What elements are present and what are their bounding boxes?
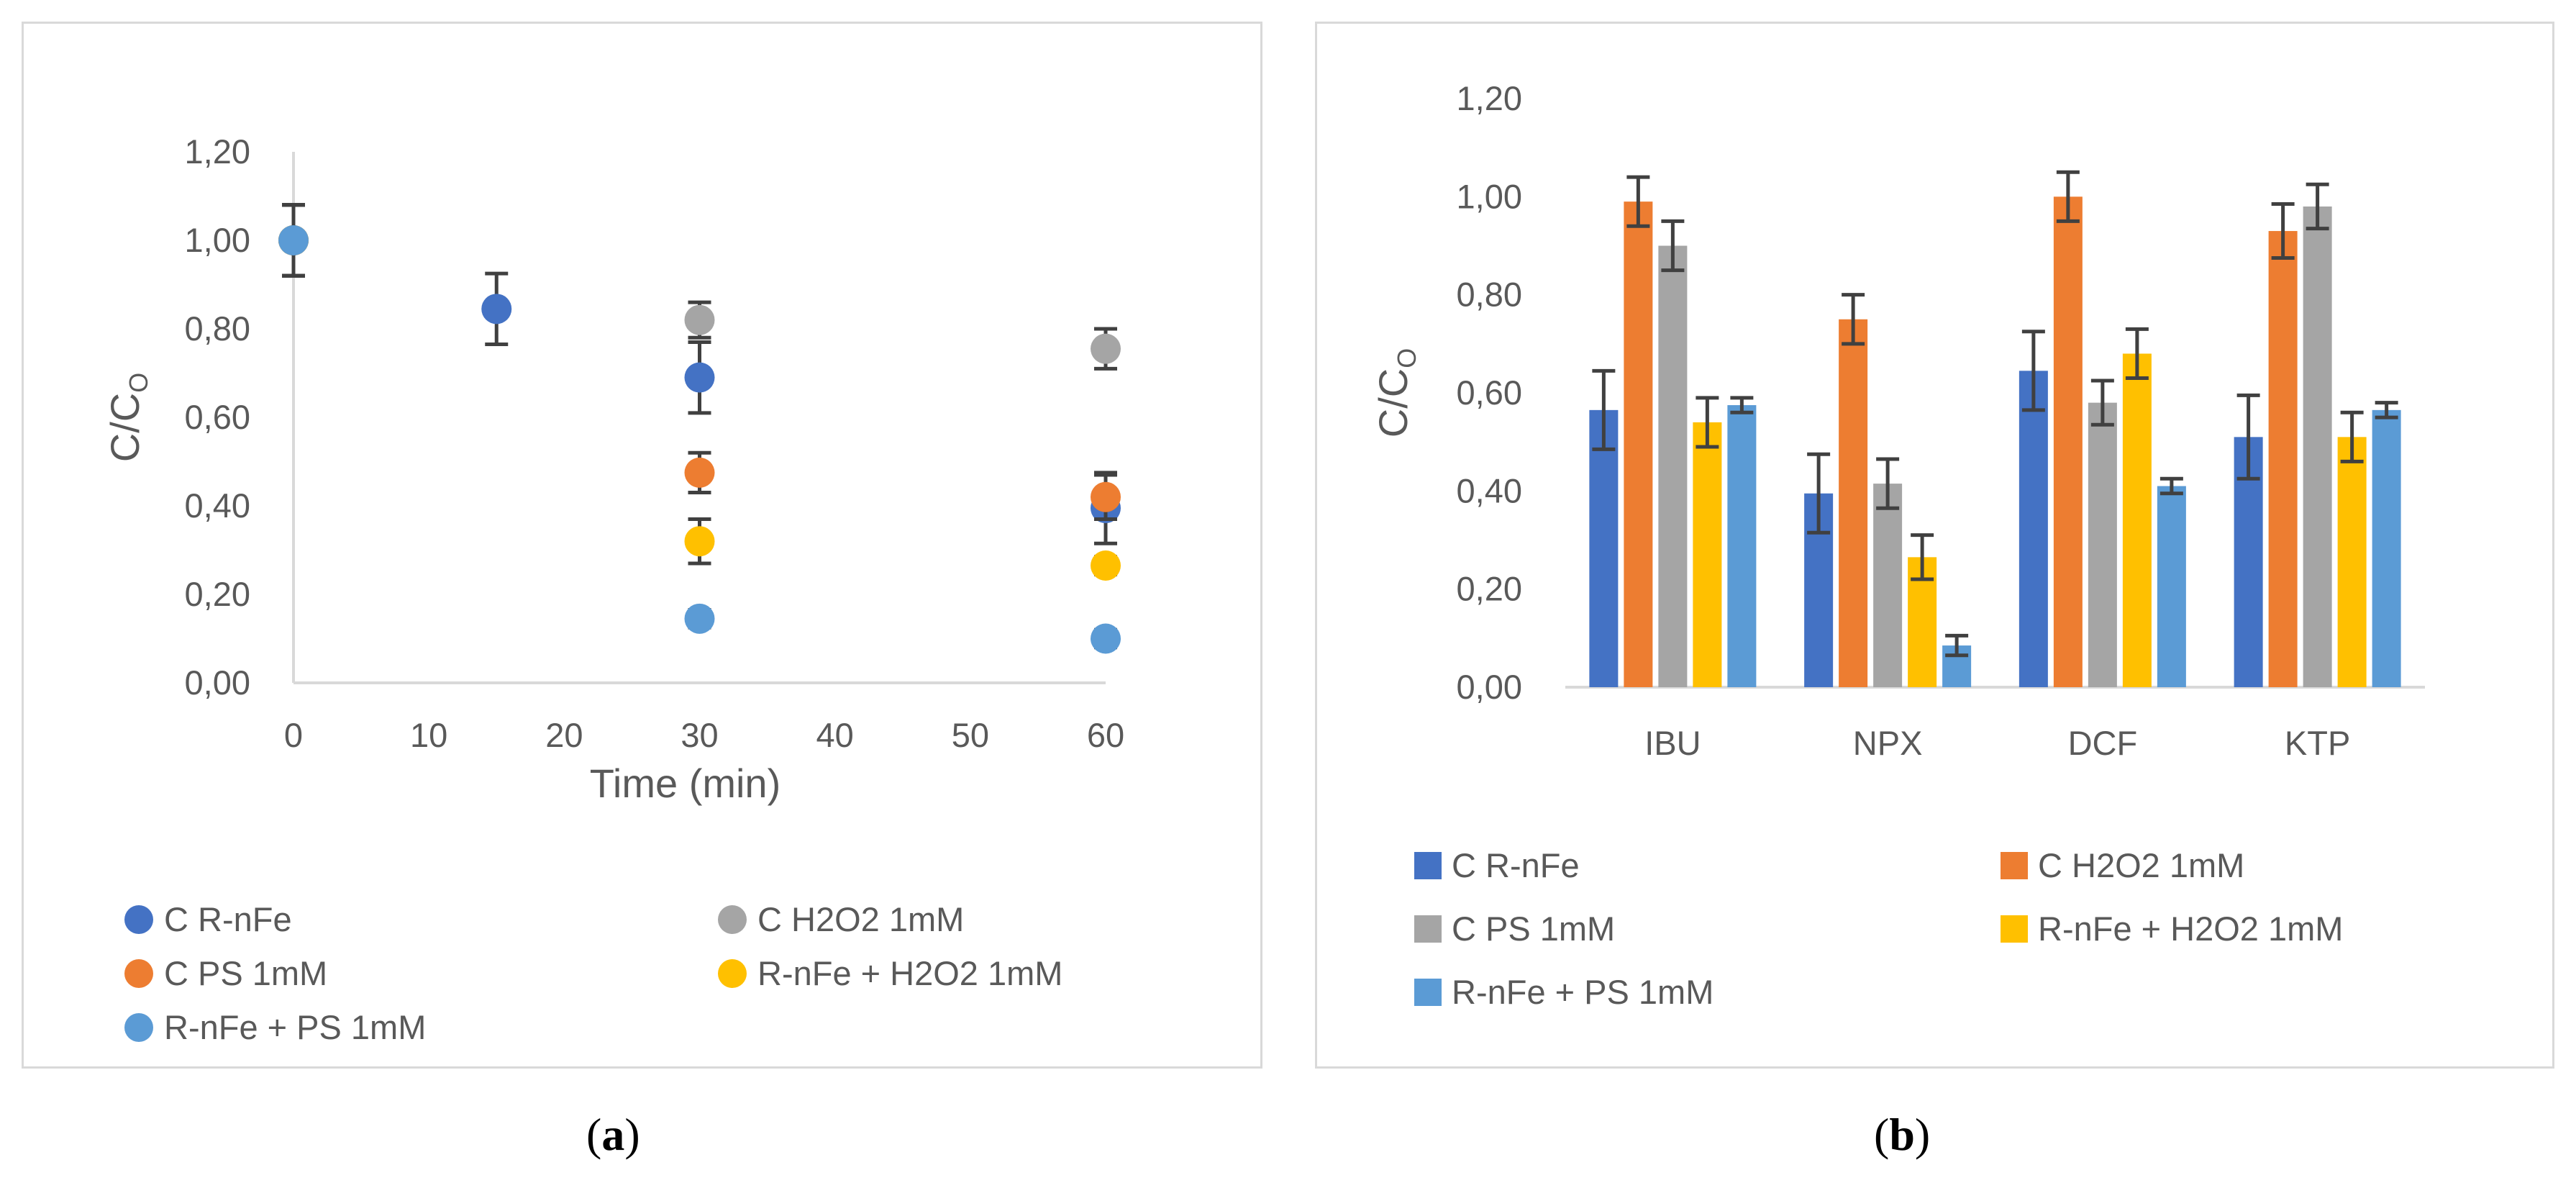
legend-label-r-nfe-ps-1mm: R-nFe + PS 1mM (1452, 973, 1713, 1011)
y-tick-label: 1,20 (1457, 79, 1522, 117)
category-label-dcf: DCF (2068, 724, 2138, 762)
bar-ibu-r-nfe-h2o2-1mm (1693, 422, 1722, 687)
data-point-c-ps-1mm (1091, 481, 1121, 512)
caption-a-close: ) (624, 1109, 640, 1160)
legend-marker-r-nfe-h2o2-1mm (718, 959, 747, 988)
panel-a-frame: 0,00 0,20 0,40 0,60 0,80 1,00 1,20 0 10 20 30 40 50 6… (22, 22, 1262, 1069)
y-tick-label: 0,20 (1457, 570, 1522, 608)
legend-label-r-nfe-h2o2-1mm: R-nFe + H2O2 1mM (2038, 910, 2343, 948)
category-label-ibu: IBU (1644, 724, 1701, 762)
y-tick-label: 0,80 (1457, 276, 1522, 314)
data-point-c-ps-1mm (684, 457, 715, 488)
y-tick-label: 1,20 (185, 132, 250, 171)
bar-ktp-r-nfe-ps-1mm (2372, 409, 2401, 687)
bar-ibu-c-h2o2-1mm (1624, 201, 1653, 687)
data-point-c-r-nfe (684, 362, 715, 393)
category-label-ktp: KTP (2285, 724, 2350, 762)
bar-dcf-c-r-nfe (2019, 371, 2048, 687)
data-point-c-r-nfe (481, 294, 512, 325)
data-point-c-h2o2-1mm (1091, 333, 1121, 364)
bar-dcf-r-nfe-h2o2-1mm (2122, 353, 2152, 687)
y-tick-label: 0,40 (185, 486, 250, 525)
x-axis-title: Time (min) (590, 761, 780, 806)
bar-ktp-c-h2o2-1mm (2268, 231, 2298, 687)
data-point-c-h2o2-1mm (684, 304, 715, 335)
legend-marker-c-ps-1mm (1414, 915, 1442, 943)
data-point-r-nfe-ps-1mm (684, 603, 715, 634)
legend-marker-c-ps-1mm (124, 959, 153, 988)
x-tick-label: 30 (681, 716, 718, 754)
bar-ibu-c-r-nfe (1589, 409, 1619, 687)
bar-ktp-c-ps-1mm (2303, 206, 2332, 687)
legend-label-c-ps-1mm: C PS 1mM (164, 954, 327, 992)
x-tick-label: 50 (952, 716, 989, 754)
legend-label-c-r-nfe: C R-nFe (1452, 846, 1580, 884)
data-point-r-nfe-h2o2-1mm (684, 526, 715, 557)
category-label-npx: NPX (1853, 724, 1923, 762)
legend-marker-c-r-nfe (124, 905, 153, 934)
x-tick-label: 20 (545, 716, 583, 754)
scatter-chart: 0,00 0,20 0,40 0,60 0,80 1,00 1,20 0 10 20 30 40 50 6… (102, 132, 1124, 1046)
legend-marker-c-h2o2-1mm (2001, 852, 2028, 879)
legend-label-c-h2o2-1mm: C H2O2 1mM (2038, 846, 2244, 884)
y-axis-title-a: C/CO (102, 373, 153, 462)
caption-a: (a) (586, 1108, 640, 1161)
x-tick-label: 40 (816, 716, 854, 754)
legend-label-r-nfe-h2o2-1mm: R-nFe + H2O2 1mM (757, 954, 1062, 992)
data-point-r-nfe-h2o2-1mm (1091, 550, 1121, 581)
bar-ibu-c-ps-1mm (1658, 245, 1688, 687)
x-tick-label: 60 (1087, 716, 1124, 754)
panel-b-frame: 0,00 0,20 0,40 0,60 0,80 1,00 1,20 C/CO IBU NPX DC… (1315, 22, 2554, 1069)
legend-marker-r-nfe-ps-1mm (1414, 979, 1442, 1006)
legend-marker-c-r-nfe (1414, 852, 1442, 879)
x-tick-label: 10 (410, 716, 447, 754)
bar-chart: 0,00 0,20 0,40 0,60 0,80 1,00 1,20 C/CO IBU NPX DC… (1370, 79, 2425, 1011)
x-tick-label: 0 (284, 716, 303, 754)
data-point-r-nfe-ps-1mm (1091, 623, 1121, 654)
y-tick-label: 0,40 (1457, 471, 1522, 509)
caption-a-open: ( (586, 1109, 602, 1160)
legend-label-c-h2o2-1mm: C H2O2 1mM (757, 900, 964, 938)
y-tick-label: 1,00 (185, 221, 250, 259)
bar-npx-c-ps-1mm (1873, 484, 1903, 687)
y-tick-label: 1,00 (1457, 177, 1522, 215)
caption-b: (b) (1874, 1108, 1930, 1161)
caption-b-letter: b (1889, 1109, 1915, 1160)
data-point-r-nfe-ps-1mm (278, 225, 309, 255)
bar-ibu-r-nfe-ps-1mm (1727, 405, 1757, 687)
bar-dcf-c-h2o2-1mm (2053, 196, 2083, 687)
bar-dcf-r-nfe-ps-1mm (2157, 486, 2186, 687)
bar-dcf-c-ps-1mm (2088, 402, 2117, 687)
legend-label-c-r-nfe: C R-nFe (164, 900, 292, 938)
caption-b-open: ( (1874, 1109, 1890, 1160)
caption-a-letter: a (601, 1109, 625, 1160)
y-tick-label: 0,60 (1457, 373, 1522, 412)
legend-label-c-ps-1mm: C PS 1mM (1452, 910, 1615, 948)
y-tick-label: 0,60 (185, 398, 250, 436)
y-tick-label: 0,80 (185, 309, 250, 348)
y-tick-label: 0,00 (185, 663, 250, 702)
bar-npx-c-h2o2-1mm (1839, 319, 1868, 687)
y-axis-title-b: C/CO (1370, 348, 1421, 437)
legend-marker-r-nfe-ps-1mm (124, 1013, 153, 1042)
legend-label-r-nfe-ps-1mm: R-nFe + PS 1mM (164, 1008, 426, 1046)
y-tick-label: 0,00 (1457, 668, 1522, 706)
y-tick-label: 0,20 (185, 575, 250, 613)
legend-marker-c-h2o2-1mm (718, 905, 747, 934)
caption-b-close: ) (1914, 1109, 1931, 1160)
legend-marker-r-nfe-h2o2-1mm (2001, 915, 2028, 943)
bar-ktp-r-nfe-h2o2-1mm (2337, 437, 2367, 687)
